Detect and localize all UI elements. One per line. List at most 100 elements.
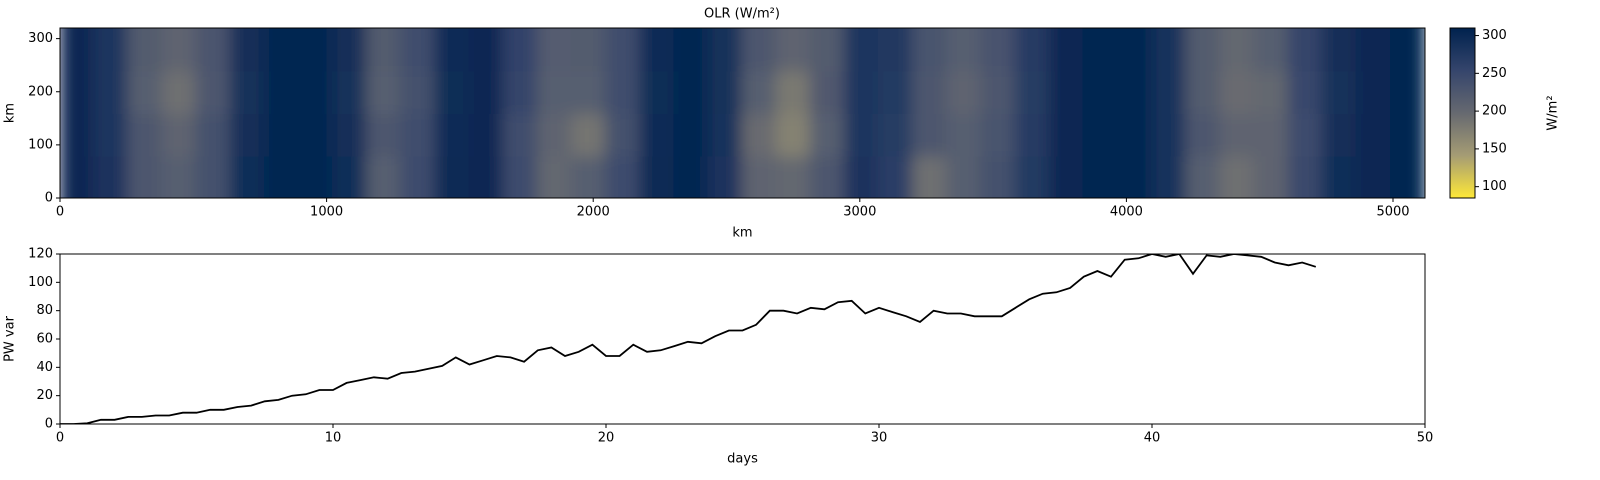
- x-tick-label: 50: [1417, 431, 1434, 446]
- x-tick-label: 0: [56, 431, 64, 446]
- heatmap-cell: [673, 112, 710, 157]
- heatmap-cell: [912, 112, 949, 157]
- heatmap-cell: [1116, 154, 1153, 198]
- heatmap-cell: [1355, 154, 1392, 198]
- heatmap-cell: [434, 112, 471, 157]
- heatmap-cell: [127, 28, 164, 72]
- x-tick-label: 3000: [843, 205, 876, 220]
- heatmap-cell: [1116, 112, 1153, 157]
- heatmap-cell: [912, 154, 949, 198]
- y-axis-label: PW var: [3, 315, 18, 361]
- heatmap-cell: [1253, 69, 1290, 114]
- heatmap-cell: [639, 69, 676, 114]
- x-tick-label: 20: [598, 431, 615, 446]
- heatmap-cell: [161, 69, 198, 114]
- chart-title: OLR (W/m²): [704, 7, 780, 22]
- heatmap-cell: [1014, 154, 1051, 198]
- heatmap-cell: [775, 154, 812, 198]
- heatmap-cell: [1014, 69, 1051, 114]
- heatmap-cell: [332, 112, 369, 157]
- heatmap-cell: [878, 28, 915, 72]
- heatmap-cell: [536, 28, 573, 72]
- heatmap-cell: [1151, 112, 1188, 157]
- heatmap-cell: [980, 28, 1017, 72]
- heatmap-cell: [707, 69, 744, 114]
- heatmap-cell: [741, 28, 778, 72]
- heatmap-cell: [639, 154, 676, 198]
- heatmap-cell: [946, 69, 983, 114]
- heatmap-cell: [1219, 112, 1256, 157]
- heatmap-cell: [1116, 28, 1153, 72]
- colorbar-label: W/m²: [1546, 95, 1561, 130]
- heatmap-cell: [93, 28, 130, 72]
- heatmap-cell: [1321, 28, 1358, 72]
- heatmap-cell: [1355, 69, 1392, 114]
- heatmap-cell: [1287, 112, 1324, 157]
- heatmap-cell: [1355, 28, 1392, 72]
- y-tick-label: 0: [45, 417, 53, 432]
- heatmap-cell: [127, 112, 164, 157]
- heatmap-cell: [229, 112, 266, 157]
- heatmap-cell: [468, 69, 505, 114]
- heatmap-cell: [775, 69, 812, 114]
- heatmap-cell: [1389, 28, 1425, 72]
- heatmap-cell: [1253, 112, 1290, 157]
- heatmap-cell: [1082, 112, 1119, 157]
- x-tick-label: 10: [325, 431, 342, 446]
- heatmap-cell: [502, 112, 539, 157]
- colorbar: [1449, 27, 1476, 199]
- x-tick-label: 40: [1144, 431, 1161, 446]
- x-tick-label: 5000: [1376, 205, 1409, 220]
- heatmap-cell: [1116, 69, 1153, 114]
- x-tick-label: 30: [871, 431, 888, 446]
- heatmap-cell: [843, 69, 880, 114]
- x-axis-label: days: [727, 452, 758, 467]
- heatmap-cell: [673, 28, 710, 72]
- heatmap-cell: [229, 69, 266, 114]
- heatmap-cell: [809, 154, 846, 198]
- plot-frame: [59, 253, 1426, 425]
- heatmap-cell: [775, 112, 812, 157]
- heatmap-cell: [229, 28, 266, 72]
- heatmap-cell: [1151, 28, 1188, 72]
- heatmap-cell: [1082, 154, 1119, 198]
- heatmap-cell: [980, 154, 1017, 198]
- heatmap-cell: [570, 112, 607, 157]
- heatmap-cell: [570, 69, 607, 114]
- heatmap-cell: [366, 28, 403, 72]
- y-axis-label: km: [3, 103, 18, 123]
- heatmap: [60, 28, 1425, 198]
- heatmap-cell: [605, 112, 642, 157]
- heatmap-cell: [468, 112, 505, 157]
- y-tick-label: 120: [28, 247, 53, 262]
- heatmap-cell: [434, 154, 471, 198]
- y-tick-label: 20: [36, 388, 53, 403]
- heatmap-cell: [332, 154, 369, 198]
- x-tick-label: 0: [56, 205, 64, 220]
- heatmap-cell: [400, 28, 437, 72]
- heatmap-cell: [60, 112, 96, 157]
- heatmap-cell: [878, 69, 915, 114]
- y-tick-label: 300: [28, 31, 53, 46]
- heatmap-cell: [1389, 112, 1425, 157]
- heatmap-cell: [912, 69, 949, 114]
- heatmap-cell: [1014, 28, 1051, 72]
- heatmap-cell: [843, 28, 880, 72]
- heatmap-cell: [297, 28, 334, 72]
- heatmap-cell: [263, 112, 300, 157]
- heatmap-cell: [1185, 69, 1222, 114]
- heatmap-cell: [468, 28, 505, 72]
- x-tick-label: 1000: [310, 205, 343, 220]
- heatmap-cell: [263, 69, 300, 114]
- heatmap-cell: [1287, 69, 1324, 114]
- heatmap-cell: [229, 154, 266, 198]
- heatmap-cell: [1287, 28, 1324, 72]
- heatmap-cell: [1185, 112, 1222, 157]
- y-tick-label: 100: [28, 137, 53, 152]
- y-tick-label: 200: [28, 84, 53, 99]
- heatmap-cell: [1287, 154, 1324, 198]
- heatmap-cell: [809, 112, 846, 157]
- heatmap-cell: [93, 154, 130, 198]
- heatmap-cell: [195, 154, 232, 198]
- heatmap-cell: [1219, 28, 1256, 72]
